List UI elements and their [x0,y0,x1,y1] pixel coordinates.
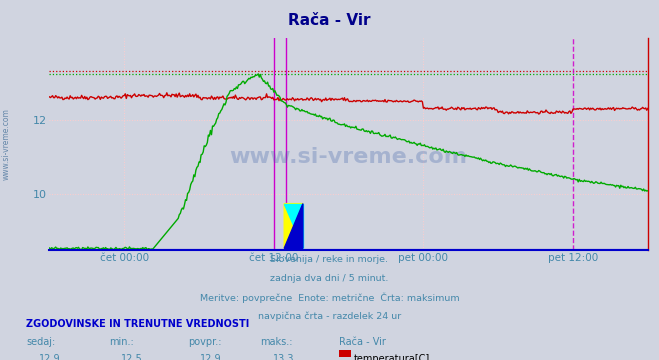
Text: www.si-vreme.com: www.si-vreme.com [229,147,468,167]
Text: maks.:: maks.: [260,337,293,347]
Text: Meritve: povprečne  Enote: metrične  Črta: maksimum: Meritve: povprečne Enote: metrične Črta:… [200,292,459,303]
Text: 12,9: 12,9 [39,354,60,360]
Text: 12,5: 12,5 [121,354,143,360]
Text: Slovenija / reke in morje.: Slovenija / reke in morje. [270,255,389,264]
Polygon shape [284,204,303,248]
Polygon shape [284,204,303,248]
Text: Rača - Vir: Rača - Vir [288,13,371,28]
Text: 12,9: 12,9 [200,354,221,360]
Text: ZGODOVINSKE IN TRENUTNE VREDNOSTI: ZGODOVINSKE IN TRENUTNE VREDNOSTI [26,319,250,329]
Text: min.:: min.: [109,337,134,347]
Text: povpr.:: povpr.: [188,337,221,347]
Text: temperatura[C]: temperatura[C] [354,354,430,360]
Text: sedaj:: sedaj: [26,337,55,347]
Polygon shape [284,204,303,248]
Text: www.si-vreme.com: www.si-vreme.com [2,108,11,180]
Text: zadnja dva dni / 5 minut.: zadnja dva dni / 5 minut. [270,274,389,283]
Text: Rača - Vir: Rača - Vir [339,337,386,347]
Text: navpična črta - razdelek 24 ur: navpična črta - razdelek 24 ur [258,311,401,320]
Text: 13,3: 13,3 [273,354,294,360]
